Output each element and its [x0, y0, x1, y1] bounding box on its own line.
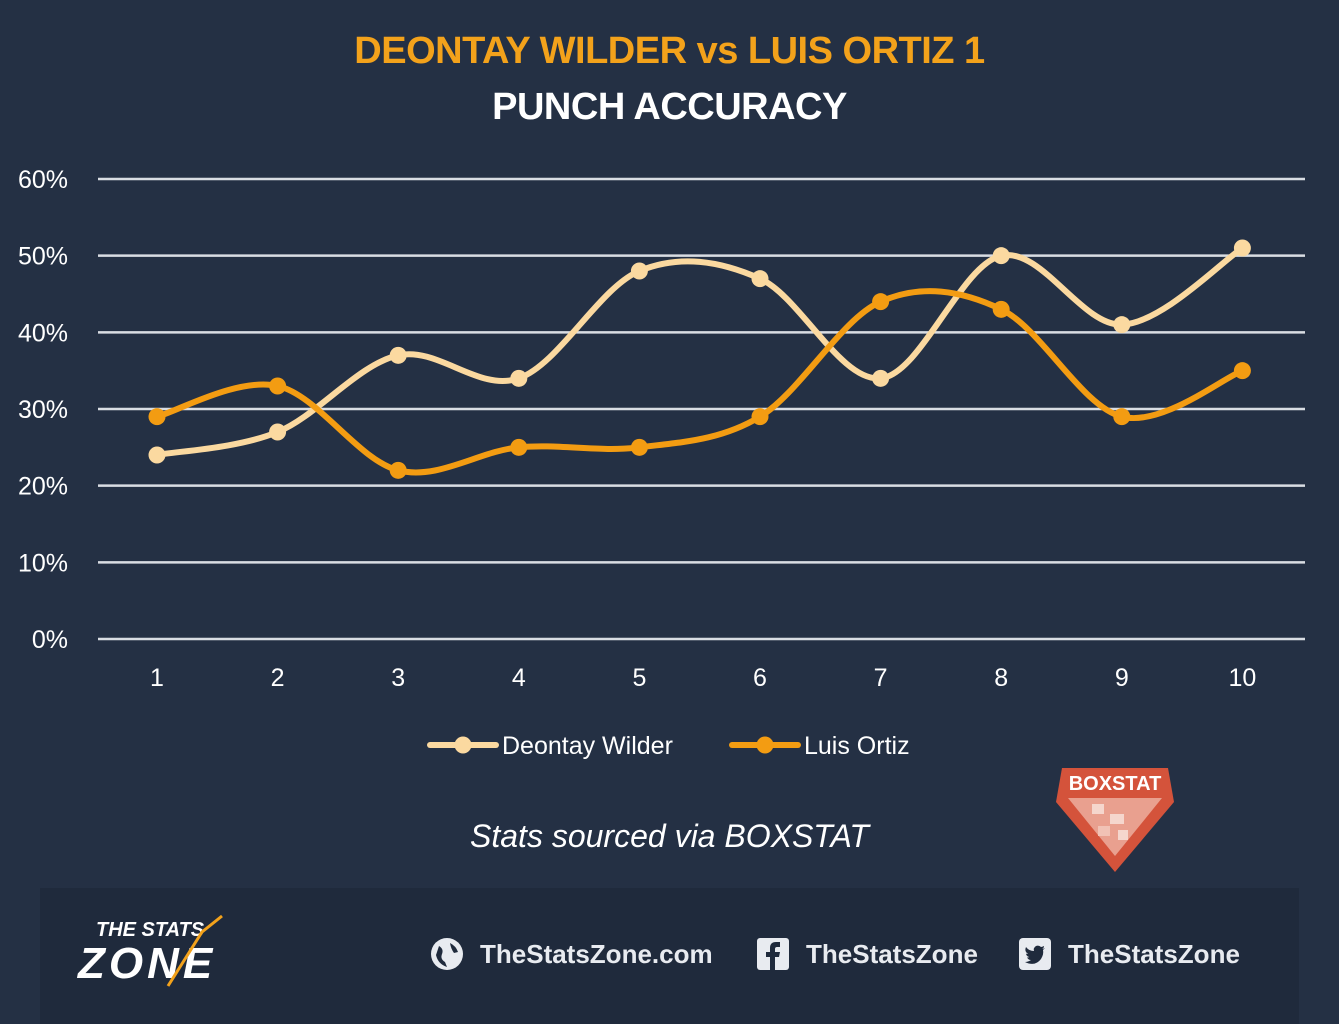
legend-marker — [756, 736, 774, 754]
data-point — [269, 377, 287, 395]
chart-subtitle: PUNCH ACCURACY — [492, 86, 847, 128]
series-lines — [148, 239, 1251, 479]
data-point — [1233, 239, 1251, 257]
data-point — [872, 293, 890, 311]
data-point — [1113, 316, 1131, 334]
legend-item[interactable]: Deontay Wilder — [427, 732, 673, 760]
series-line — [154, 288, 1246, 476]
series-luis-ortiz — [148, 288, 1251, 479]
the-stats-zone-logo[interactable]: THE STATS ZONE — [72, 912, 302, 996]
x-tick-label: 4 — [512, 664, 526, 692]
website-label: TheStatsZone.com — [480, 938, 713, 969]
series-line — [154, 245, 1246, 458]
y-tick-label: 0% — [32, 626, 68, 654]
twitter-label: TheStatsZone — [1068, 938, 1240, 969]
data-point — [269, 423, 287, 441]
boxstat-logo-text: BOXSTAT — [1069, 773, 1162, 795]
x-tick-label: 10 — [1228, 664, 1256, 692]
x-tick-label: 6 — [753, 664, 767, 692]
footer-link-twitter[interactable]: TheStatsZone — [1018, 936, 1240, 972]
legend-marker — [454, 736, 472, 754]
y-tick-label: 60% — [18, 166, 68, 194]
data-point — [148, 408, 166, 426]
data-point — [992, 300, 1010, 318]
legend-label: Luis Ortiz — [804, 732, 910, 760]
x-tick-label: 7 — [874, 664, 888, 692]
x-tick-label: 2 — [271, 664, 285, 692]
data-point — [389, 461, 407, 479]
boxstat-logo: BOXSTAT — [1056, 768, 1174, 872]
x-tick-label: 9 — [1115, 664, 1129, 692]
data-point — [751, 270, 769, 288]
x-axis-ticks: 1 2 3 4 5 6 7 8 9 10 — [150, 664, 1256, 692]
data-point — [1233, 362, 1251, 380]
data-point — [510, 438, 528, 456]
data-point — [630, 438, 648, 456]
y-tick-label: 50% — [18, 243, 68, 271]
data-point — [389, 346, 407, 364]
data-point — [992, 247, 1010, 265]
legend-label: Deontay Wilder — [502, 732, 673, 760]
logo-bottom-text: ZONE — [76, 939, 216, 988]
y-tick-label: 40% — [18, 319, 68, 347]
twitter-icon — [1018, 937, 1052, 971]
punch-accuracy-chart: 0% 10% 20% 30% 40% 50% 60% 1 2 3 4 5 6 7 8 9 10 Deontay… — [18, 166, 1305, 760]
series-deontay-wilder — [148, 239, 1251, 464]
data-point — [751, 408, 769, 426]
y-tick-label: 10% — [18, 549, 68, 577]
y-tick-label: 30% — [18, 396, 68, 424]
data-point — [872, 369, 890, 387]
footer-link-website[interactable]: TheStatsZone.com — [430, 936, 713, 972]
data-point — [630, 262, 648, 280]
footer-bar — [40, 888, 1299, 1024]
facebook-label: TheStatsZone — [806, 938, 978, 969]
data-point — [510, 369, 528, 387]
x-tick-label: 3 — [391, 664, 405, 692]
x-tick-label: 8 — [994, 664, 1008, 692]
y-axis-ticks: 0% 10% 20% 30% 40% 50% 60% — [18, 166, 68, 654]
x-tick-label: 1 — [150, 664, 164, 692]
legend[interactable]: Deontay Wilder Luis Ortiz — [427, 732, 910, 760]
footer-link-facebook[interactable]: TheStatsZone — [756, 936, 978, 972]
logo-top-text: THE STATS — [96, 919, 205, 941]
facebook-icon — [756, 937, 790, 971]
legend-item[interactable]: Luis Ortiz — [729, 732, 910, 760]
source-note: Stats sourced via BOXSTAT — [470, 818, 869, 854]
x-tick-label: 5 — [632, 664, 646, 692]
y-tick-label: 20% — [18, 473, 68, 501]
globe-icon — [430, 937, 464, 971]
data-point — [1113, 408, 1131, 426]
data-point — [148, 446, 166, 464]
chart-title: DEONTAY WILDER vs LUIS ORTIZ 1 — [354, 30, 985, 72]
